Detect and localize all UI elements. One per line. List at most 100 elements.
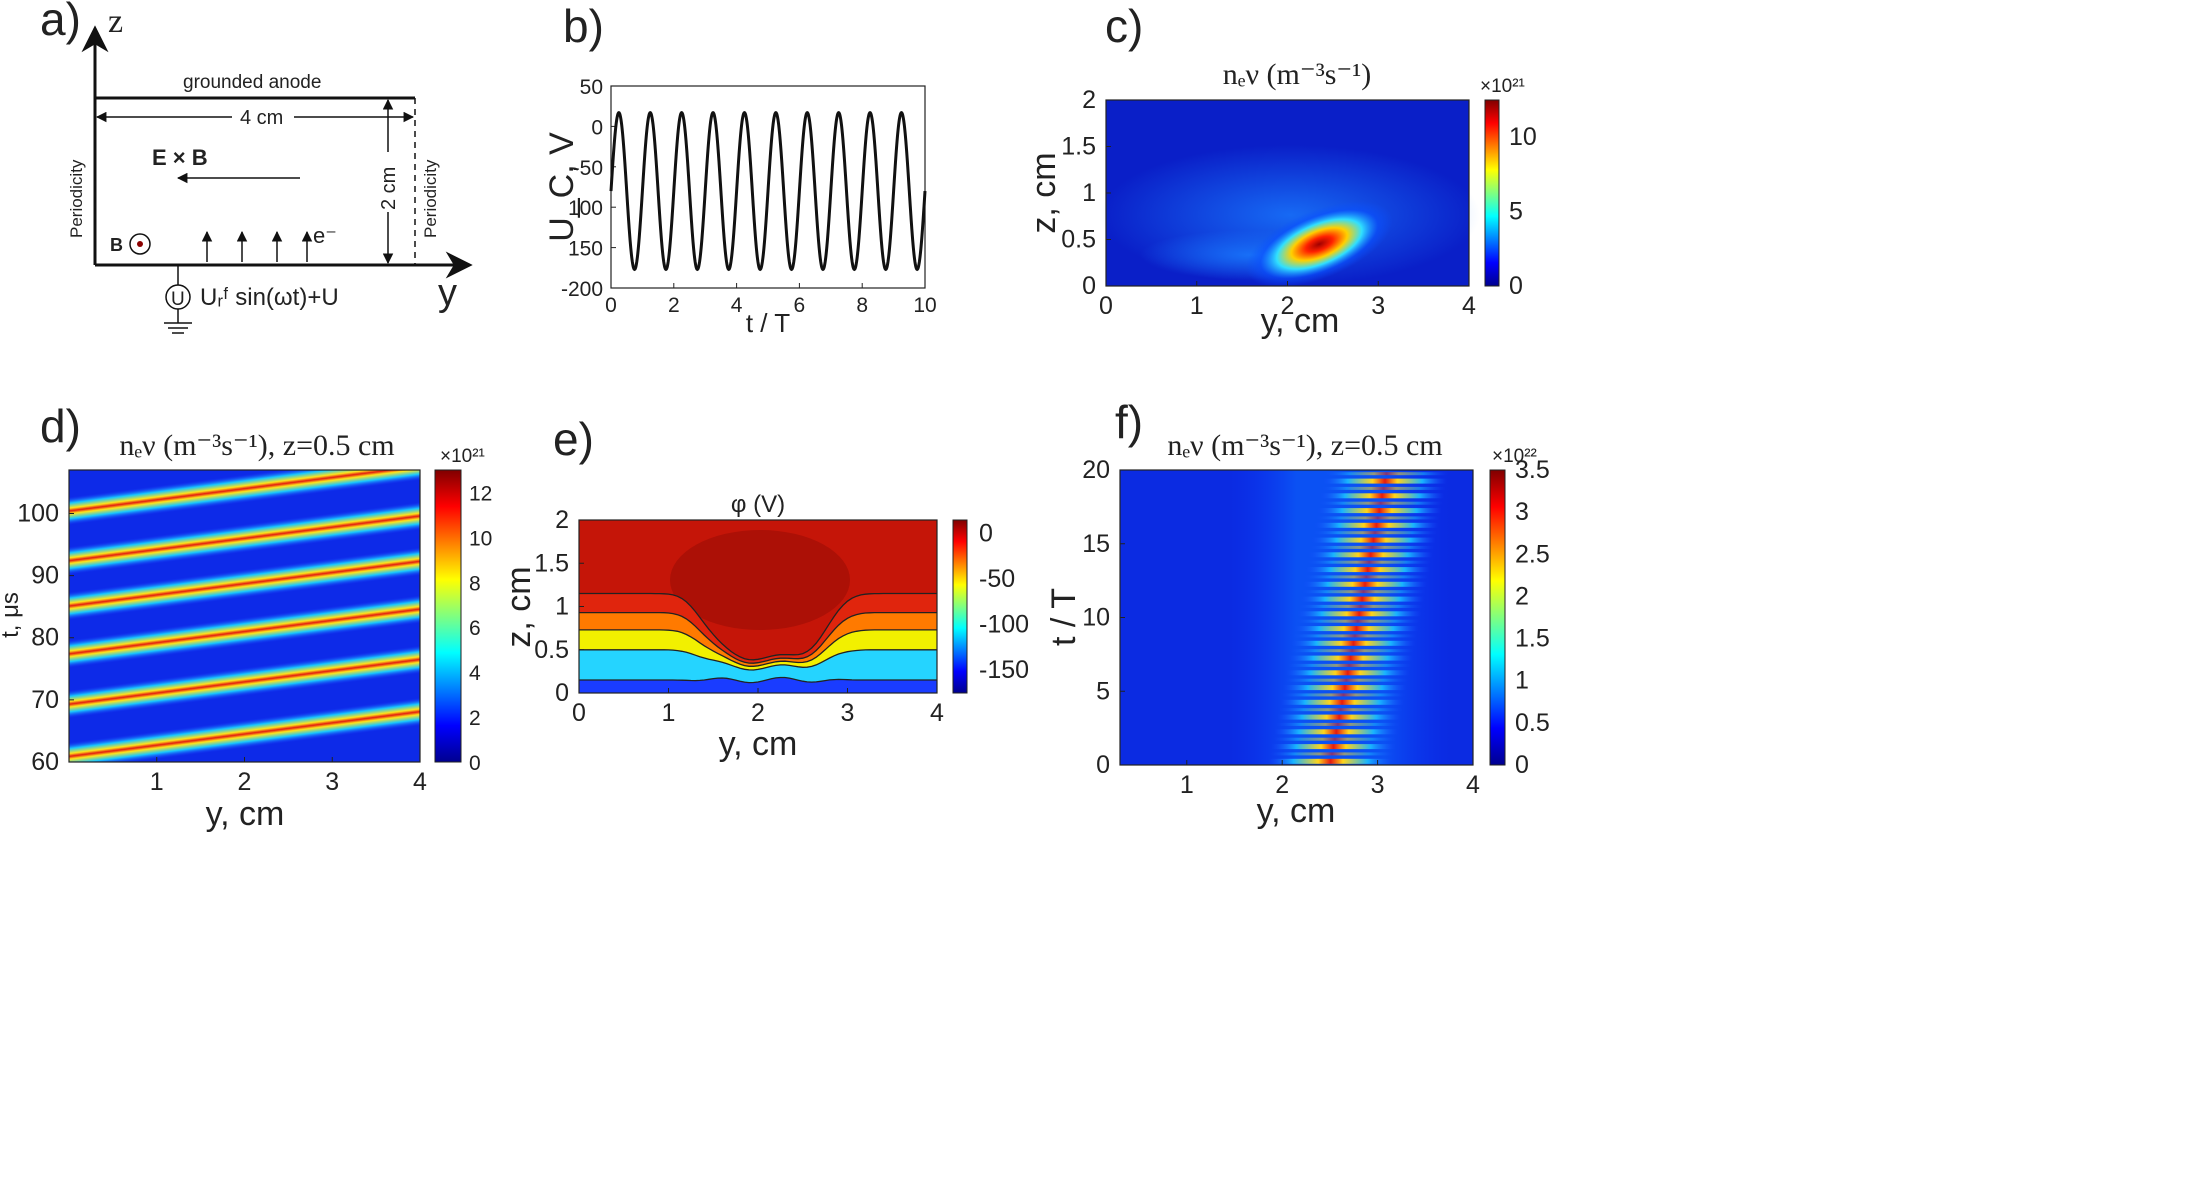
voltage-source-symbol: U [171,289,185,310]
y-tick-label: 1 [555,593,569,621]
ionization-stripe [1297,611,1422,617]
colorbar-e [952,519,968,694]
exb-label: E × B [152,145,208,170]
ionization-stripe [1311,537,1436,543]
x-tick-label: 4 [731,294,743,317]
colorbar-tick-label: 0 [1509,272,1523,300]
ionization-stripe [1270,752,1394,756]
ionization-stripe [1278,708,1403,712]
ionization-stripe [1317,508,1442,514]
panel-f-ionization-cycle-map: f) nₑν (m⁻³s⁻¹), z=0.5 cm 1 2 3 4 0 5 10 15 20 0 0… [1045,396,1550,830]
ionization-stripe [1300,596,1425,602]
plot-f-column-glow [1230,470,1450,765]
panel-c-ionization-map: c) nₑν (m⁻³s⁻¹) 0 1 2 3 4 0 0.5 1 1.5 2 0 5 10 z, cm… [1025,0,1537,340]
potential-contour-line [579,611,937,664]
plot-d-area [69,470,420,762]
potential-contour-line [579,676,937,684]
voltage-waveform-line [609,110,927,272]
plot-f-xlabel: y, cm [1257,792,1336,830]
x-tick-label: 1 [1190,292,1204,320]
y-tick-label: 1.5 [1061,133,1096,161]
panel-b-voltage-plot: b) 0 2 4 6 8 10 50 0 -50 100 150 -200 U_C, V t / T [543,0,937,338]
anode-label: grounded anode [183,72,321,93]
x-tick-label: 4 [930,699,944,727]
z-axis-label: z [108,3,123,40]
colorbar-tick-label: 10 [469,527,492,550]
b-field-out-of-page-icon [129,233,151,255]
y-tick-label: 0 [1096,751,1110,779]
y-tick-label: 0.5 [534,636,569,664]
ionization-band [69,697,420,762]
y-tick-label: 0 [555,679,569,707]
y-tick-label: 2 [1082,86,1096,114]
colorbar-tick-label: 2 [469,707,481,730]
x-tick-label: 3 [1371,292,1385,320]
plot-b-ticks: 0 2 4 6 8 10 50 0 -50 100 150 -200 [561,76,937,317]
y-tick-label: -200 [561,278,603,301]
panel-d-label: d) [40,400,81,452]
colorbar-tick-label: 3.5 [1515,456,1550,484]
colorbar-tick-label: 2 [1515,582,1529,610]
x-tick-label: 3 [325,768,339,796]
ionization-stripe [1292,634,1417,638]
ionization-stripe [1295,619,1420,623]
y-tick-label: 150 [568,238,603,261]
colorbar-tick-label: 0.5 [1515,709,1550,737]
colorbar-tick-label: 2.5 [1515,540,1550,568]
panel-a-label: a) [40,0,81,45]
x-tick-label: 1 [1180,771,1194,799]
voltage-expression: Uᵣᶠ sin(ωt)+U [200,284,339,311]
potential-dark-patch [670,530,850,630]
ionization-stripe [1304,575,1429,579]
x-tick-label: 1 [150,768,164,796]
y-axis-label: y [438,272,457,314]
ionization-stripe [1324,472,1449,476]
colorbar-tick-label: 5 [1509,198,1523,226]
x-tick-label: 10 [913,294,936,317]
colorbar-tick-label: -50 [979,565,1015,593]
colorbar-tick-label: 0 [1515,751,1529,779]
plot-f-title: nₑν (m⁻³s⁻¹), z=0.5 cm [1167,429,1442,462]
b-field-label: B [110,235,123,255]
plot-e-ticks: 0 1 2 3 4 0 0.5 1 1.5 2 0 -50 -100 -150 [534,506,1029,727]
y-tick-label: 70 [31,686,59,714]
ionization-stripe [1318,501,1443,505]
x-tick-label: 0 [572,699,586,727]
y-tick-label: 90 [31,562,59,590]
y-tick-label: 10 [1082,604,1110,632]
ionization-peak-blob [1245,201,1393,288]
periodicity-right-label: Periodicity [421,159,440,238]
plot-e-field [579,520,937,693]
plot-b-xlabel: t / T [746,308,790,338]
potential-contour-line [579,649,937,671]
height-label-bg [376,152,400,212]
plot-d-ylabel: t, μs [0,592,24,638]
potential-contour-line [579,629,937,667]
ionization-stripe [1303,581,1427,587]
ionization-stripe [1320,493,1445,499]
colorbar-tick-label: 12 [469,482,492,505]
electron-label: e⁻ [313,223,337,248]
ionization-stripe [1321,486,1446,490]
ionization-stripe [1288,655,1413,661]
plot-b-ylabel: U_C, V [543,132,581,242]
ionization-stripe [1290,649,1415,653]
colorbar-f-exponent: ×10²² [1492,446,1537,467]
x-tick-label: 4 [1466,771,1480,799]
panel-a-schematic: a) z y grounded anode 4 cm 2 cm Periodic… [40,0,473,334]
ionization-band [69,547,420,621]
ionization-stripe [1285,670,1410,676]
y-tick-label: 1 [1082,179,1096,207]
ionization-stripe [1281,693,1406,697]
x-tick-label: 3 [1371,771,1385,799]
panel-c-label: c) [1105,0,1143,52]
x-tick-label: 0 [605,294,617,317]
colorbar-tick-label: 4 [469,662,481,685]
ionization-stripe [1280,699,1405,705]
colorbar-tick-label: 0 [469,752,481,775]
panel-b-label: b) [563,0,604,52]
plot-f-ylabel: t / T [1045,588,1083,646]
y-tick-label: 5 [1096,677,1110,705]
x-tick-label: 2 [668,294,680,317]
